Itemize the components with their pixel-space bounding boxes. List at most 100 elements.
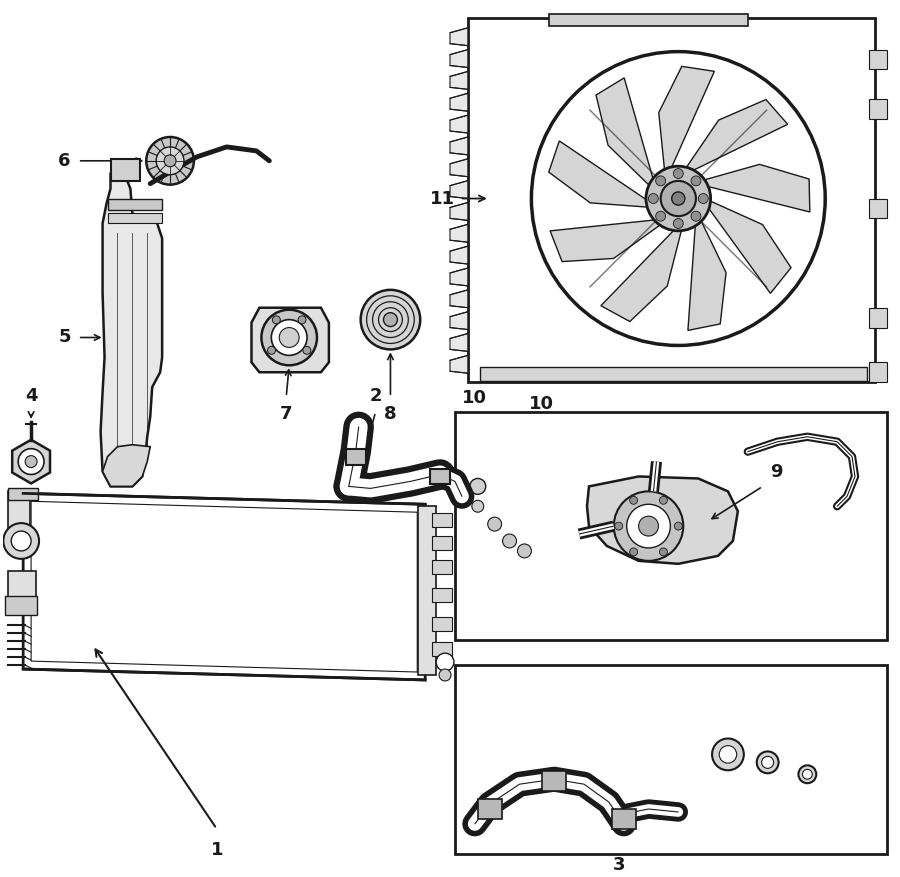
Polygon shape — [468, 18, 875, 382]
Circle shape — [656, 211, 666, 221]
Polygon shape — [450, 355, 468, 374]
Polygon shape — [450, 290, 468, 308]
Circle shape — [279, 328, 299, 347]
Bar — [432, 560, 452, 574]
Polygon shape — [450, 333, 468, 352]
Text: 10: 10 — [529, 395, 554, 413]
Bar — [612, 809, 635, 829]
Bar — [480, 367, 867, 381]
Circle shape — [673, 168, 683, 179]
Polygon shape — [450, 115, 468, 133]
Polygon shape — [450, 50, 468, 68]
Bar — [432, 588, 452, 602]
Bar — [478, 799, 501, 819]
Circle shape — [648, 194, 658, 203]
Text: 11: 11 — [430, 189, 455, 208]
Circle shape — [691, 176, 701, 186]
Text: 7: 7 — [280, 405, 292, 423]
Polygon shape — [549, 141, 653, 208]
Circle shape — [271, 319, 307, 355]
Circle shape — [660, 496, 668, 504]
Circle shape — [12, 531, 32, 551]
Polygon shape — [698, 164, 810, 212]
Text: 2: 2 — [369, 387, 382, 405]
Text: 8: 8 — [384, 405, 397, 423]
Circle shape — [761, 756, 774, 768]
Polygon shape — [705, 198, 791, 294]
Circle shape — [303, 346, 310, 354]
Polygon shape — [450, 71, 468, 89]
Polygon shape — [450, 311, 468, 330]
Bar — [432, 617, 452, 631]
Circle shape — [164, 155, 176, 167]
Circle shape — [147, 137, 194, 185]
Circle shape — [273, 316, 280, 324]
Circle shape — [436, 653, 454, 671]
Bar — [430, 468, 450, 484]
Circle shape — [674, 522, 682, 530]
Polygon shape — [450, 268, 468, 286]
Bar — [8, 571, 36, 605]
Polygon shape — [450, 93, 468, 111]
Bar — [868, 308, 886, 328]
Bar — [5, 595, 37, 616]
Circle shape — [261, 310, 317, 366]
Polygon shape — [450, 225, 468, 242]
Circle shape — [4, 523, 39, 559]
Circle shape — [630, 548, 637, 556]
Circle shape — [630, 496, 637, 504]
Circle shape — [698, 194, 708, 203]
Polygon shape — [659, 67, 715, 175]
Text: 10: 10 — [462, 389, 487, 407]
Polygon shape — [450, 159, 468, 176]
Bar — [543, 771, 566, 791]
Bar — [432, 513, 452, 527]
Bar — [107, 213, 162, 224]
Bar — [868, 99, 886, 119]
Polygon shape — [450, 137, 468, 155]
Polygon shape — [450, 181, 468, 198]
Circle shape — [361, 290, 420, 349]
Bar — [432, 536, 452, 550]
Bar — [418, 506, 436, 675]
Circle shape — [719, 745, 737, 763]
Circle shape — [502, 534, 517, 548]
Circle shape — [518, 544, 531, 558]
Bar — [432, 642, 452, 656]
Circle shape — [660, 548, 668, 556]
Circle shape — [656, 176, 700, 221]
Circle shape — [673, 218, 683, 229]
Circle shape — [639, 517, 659, 536]
Circle shape — [712, 738, 743, 770]
Polygon shape — [688, 216, 726, 331]
Bar — [346, 449, 365, 465]
Circle shape — [383, 313, 398, 326]
Circle shape — [470, 479, 486, 495]
Circle shape — [439, 669, 451, 681]
Circle shape — [626, 504, 670, 548]
Polygon shape — [32, 502, 418, 672]
Circle shape — [267, 346, 275, 354]
Circle shape — [656, 176, 666, 186]
Circle shape — [18, 449, 44, 474]
Bar — [455, 665, 886, 853]
Circle shape — [298, 316, 306, 324]
Text: 9: 9 — [770, 463, 782, 481]
Bar — [868, 50, 886, 69]
Circle shape — [646, 167, 711, 231]
Polygon shape — [23, 494, 425, 680]
Circle shape — [472, 500, 483, 512]
Polygon shape — [103, 445, 150, 487]
Circle shape — [25, 456, 37, 467]
Text: 3: 3 — [613, 856, 625, 873]
Text: 1: 1 — [211, 841, 223, 859]
Polygon shape — [683, 99, 788, 174]
Bar — [8, 488, 38, 500]
Bar — [107, 198, 162, 210]
Polygon shape — [450, 246, 468, 264]
Circle shape — [691, 211, 701, 221]
Polygon shape — [587, 476, 738, 564]
Polygon shape — [101, 174, 162, 487]
Bar — [455, 412, 886, 640]
Polygon shape — [596, 78, 655, 189]
